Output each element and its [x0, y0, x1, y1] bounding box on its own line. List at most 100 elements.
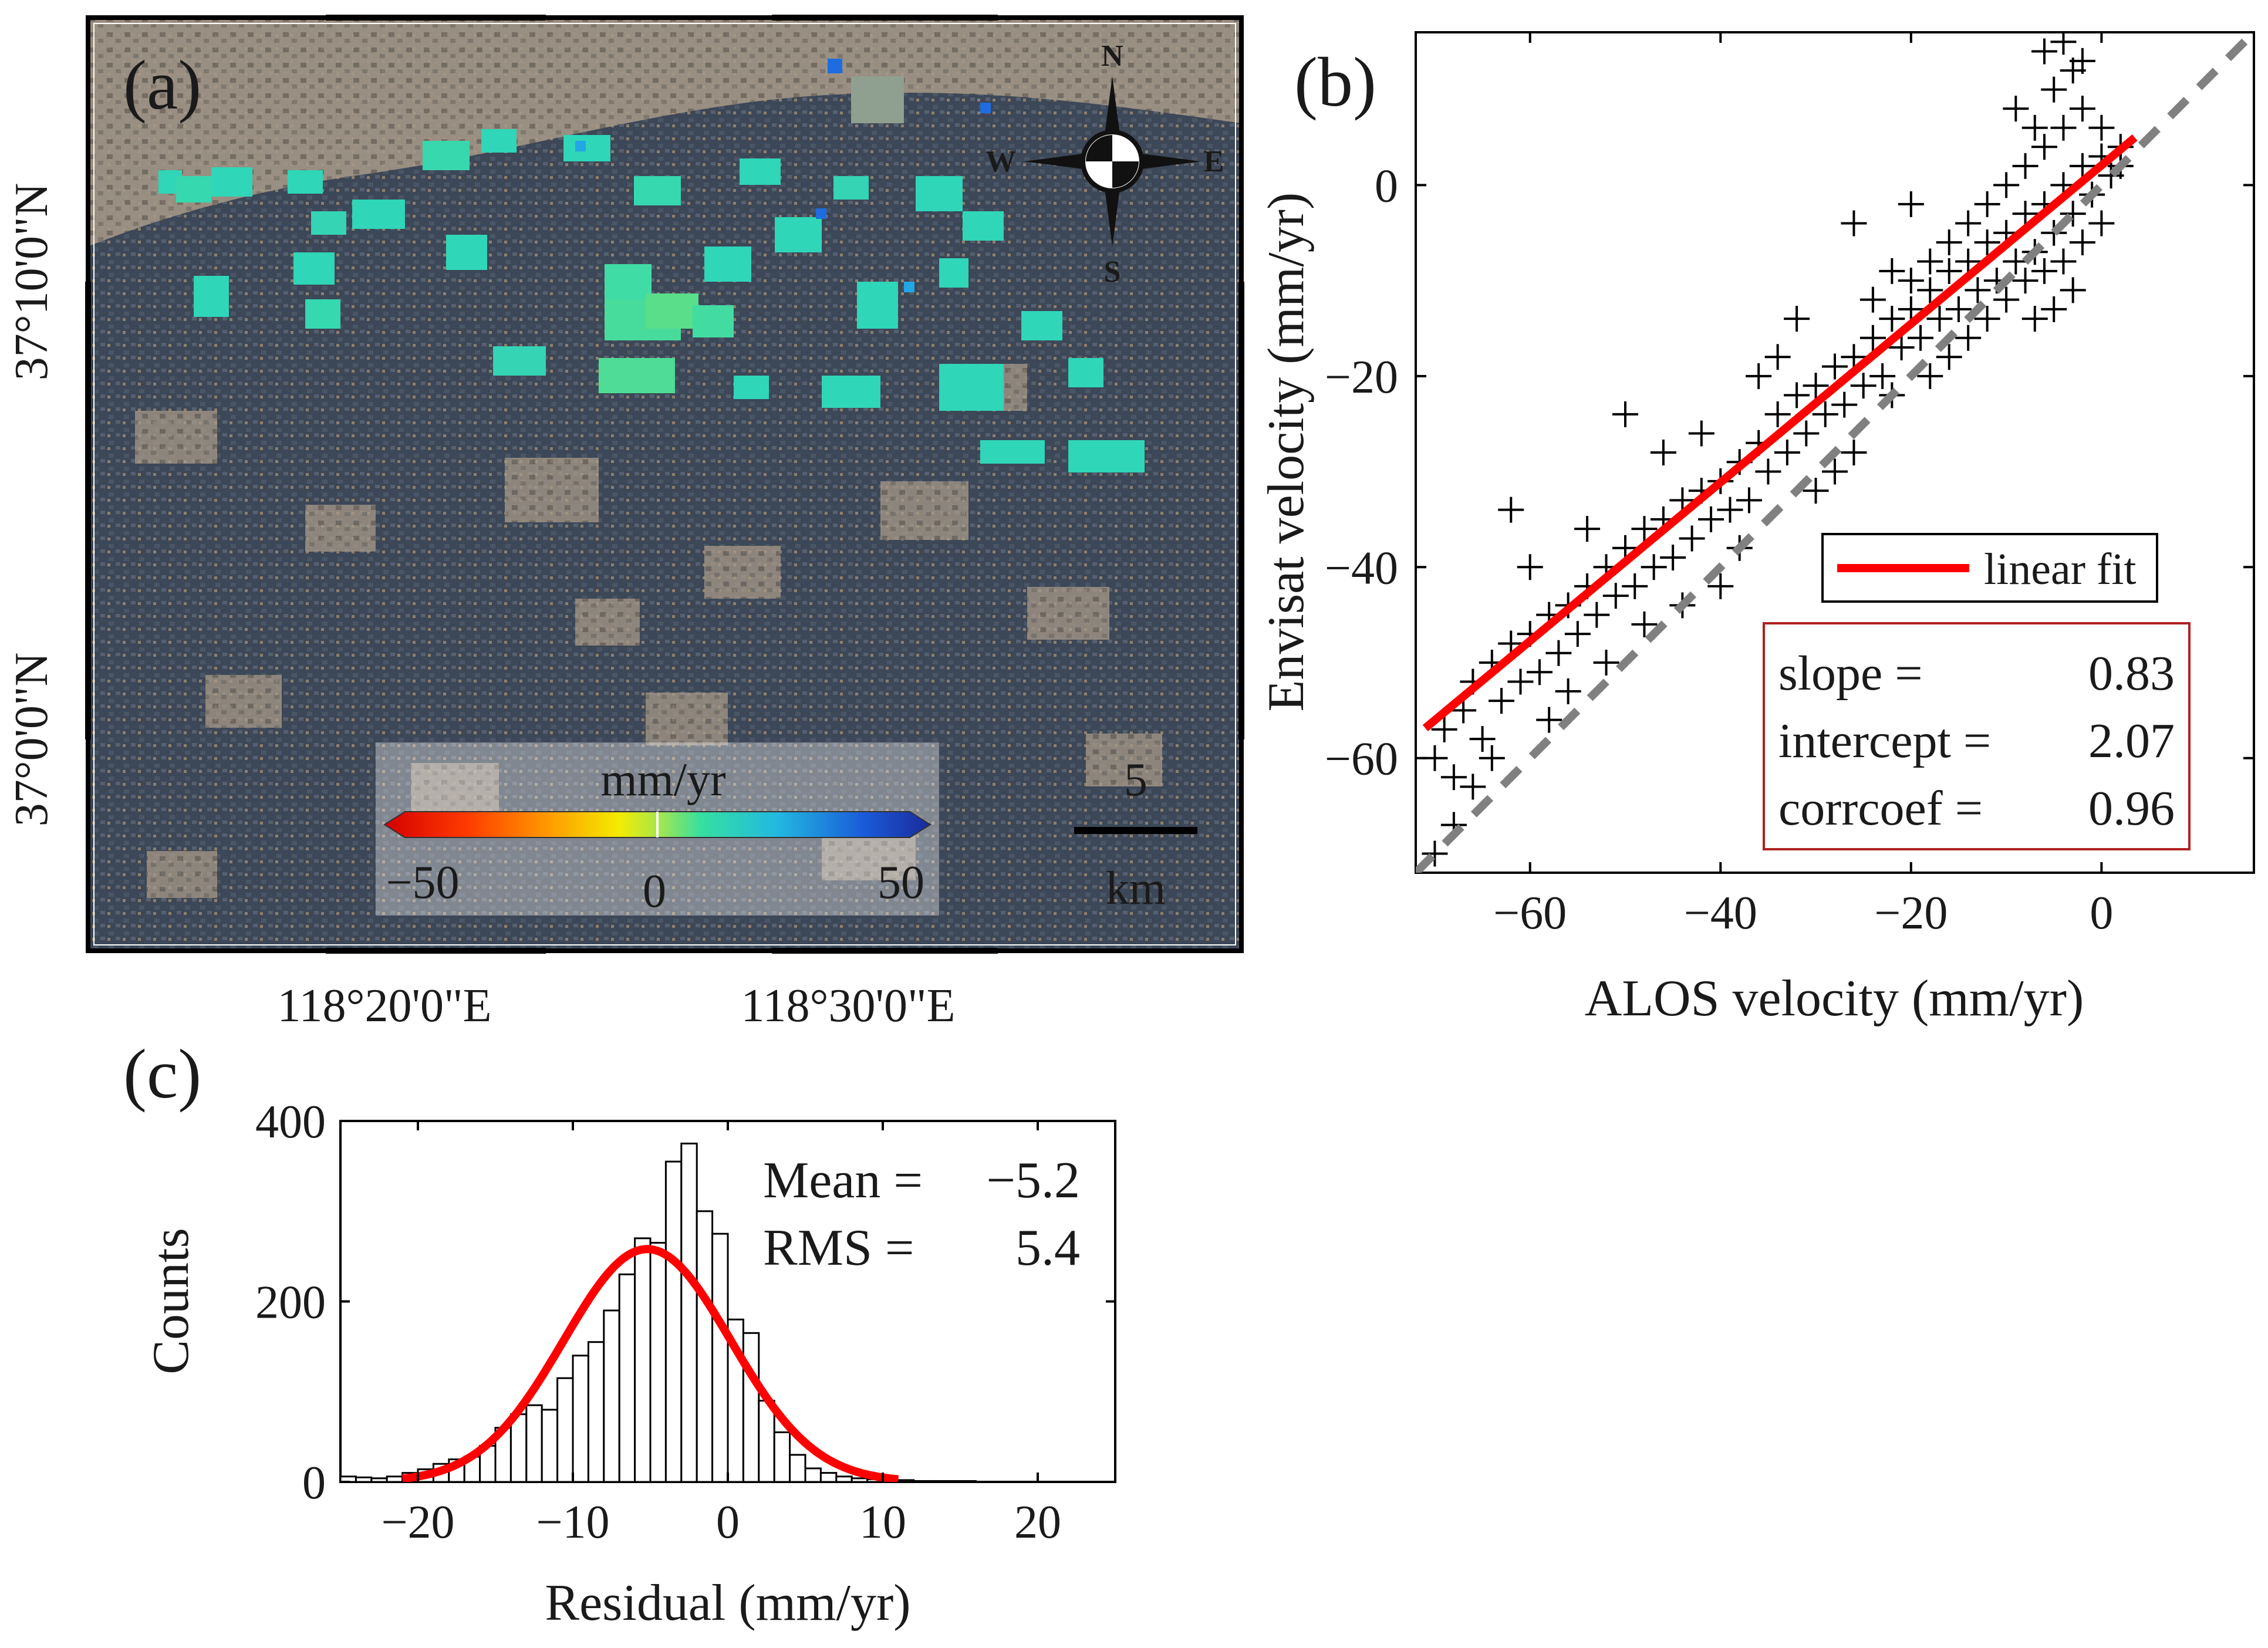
- lon-label-2: 118°30'0"E: [741, 980, 956, 1032]
- scatter-point: [1564, 621, 1591, 647]
- scatter-point: [2069, 229, 2095, 255]
- scatter-point: [1879, 306, 1905, 332]
- scatter-point: [1660, 545, 1686, 570]
- scatter-point: [1784, 382, 1810, 408]
- panel-b-ytick-label: 0: [1375, 160, 1398, 212]
- panel-b-ytick-label: −40: [1325, 542, 1398, 594]
- histogram-bar: [587, 1341, 605, 1482]
- scatter-point: [2069, 96, 2095, 122]
- scatter-point: [1974, 191, 2000, 217]
- histogram-bar: [851, 1477, 869, 1482]
- scatter-point: [2003, 96, 2029, 122]
- legend-fit-label: linear fit: [1984, 545, 2137, 594]
- lat-label-1: 37°10'0"N: [6, 183, 58, 381]
- scatter-point: [1936, 258, 1962, 284]
- scatter-point: [2003, 248, 2029, 275]
- panel-a-map: (a) N S W E mm/yr −50 0 50 5 km: [6, 15, 1244, 1032]
- panel-b-points: [1422, 32, 2134, 867]
- scatter-point: [2060, 277, 2086, 303]
- histogram-bar: [913, 1480, 930, 1482]
- linear-fit-line: [1422, 134, 2138, 732]
- panel-c-xtick-label: 10: [859, 1497, 906, 1548]
- histogram-bar: [835, 1475, 853, 1482]
- panel-b-scatter: −60 −40 −20 0 −60 −40 −20 0 (b) ALOS velocity (…: [1258, 31, 2255, 1027]
- histogram-bar: [819, 1472, 838, 1482]
- stats-box: [1763, 622, 2191, 850]
- panel-c-xtick-label: 0: [716, 1497, 740, 1548]
- compass-w: W: [986, 145, 1016, 178]
- panel-c-bars: [340, 1142, 977, 1482]
- histogram-bar: [664, 1160, 683, 1482]
- scatter-point: [2031, 258, 2057, 284]
- colorbar-unit: mm/yr: [600, 754, 725, 806]
- colorbar-max-label: 50: [878, 857, 924, 909]
- panel-b-xtick-label: −40: [1684, 887, 1757, 939]
- scatter-point: [1479, 745, 1505, 771]
- scatter-point: [1822, 458, 1848, 485]
- scatter-point: [1507, 668, 1534, 695]
- scatter-point: [1841, 210, 1867, 237]
- scatter-point: [1555, 678, 1581, 704]
- panel-b-xtick-label: −20: [1874, 887, 1948, 939]
- stat-corrcoef-name: corrcoef =: [1778, 781, 1983, 836]
- scalebar-value: 5: [1124, 754, 1148, 806]
- scatter-point: [1822, 353, 1848, 380]
- compass-s: S: [1104, 255, 1121, 289]
- scatter-point: [1469, 726, 1496, 752]
- scatter-point: [1764, 344, 1791, 370]
- panel-c-xtick-label: −10: [536, 1497, 609, 1548]
- panel-b-legend: linear fit: [1821, 533, 2158, 603]
- scatter-point: [1898, 268, 1924, 294]
- histogram-bar: [897, 1479, 915, 1482]
- panel-b-xlabel: ALOS velocity (mm/yr): [1585, 970, 2084, 1027]
- scatter-point: [1917, 363, 1943, 389]
- panel-a-label: (a): [123, 46, 201, 124]
- histogram-bar: [680, 1142, 698, 1482]
- panel-b-stats: slope = 0.83 intercept = 2.07 corrcoef =…: [1763, 622, 2191, 850]
- scatter-point: [1908, 325, 1934, 351]
- stat-intercept-value: 2.07: [2088, 714, 2175, 768]
- histogram-bar: [789, 1454, 806, 1482]
- scatter-point: [1631, 516, 1658, 542]
- scatter-point: [1584, 602, 1610, 628]
- scatter-point: [2050, 114, 2077, 141]
- histogram-bar: [804, 1467, 822, 1482]
- histogram-bar: [696, 1210, 714, 1482]
- colorbar-mid-label: 0: [643, 866, 666, 917]
- lat-label-2: 37°0'0"N: [6, 653, 58, 827]
- histogram-bar: [944, 1480, 961, 1482]
- scatter-point: [1460, 774, 1486, 800]
- scatter-point: [1841, 344, 1867, 370]
- scatter-point: [1917, 277, 1943, 303]
- scatter-point: [2041, 76, 2067, 103]
- scatter-point: [1898, 296, 1924, 322]
- panel-b-xtick-label: 0: [2090, 887, 2113, 939]
- histogram-bar: [556, 1377, 574, 1482]
- lon-label-1: 118°20'0"E: [278, 980, 492, 1032]
- scatter-point: [2069, 153, 2095, 179]
- scatter-point: [1850, 373, 1877, 399]
- scatter-point: [2021, 114, 2048, 141]
- panel-b-ticks: −60 −40 −20 0 −60 −40 −20 0: [1325, 32, 2254, 939]
- histogram-bar: [928, 1480, 946, 1482]
- scatter-point: [1593, 650, 1619, 676]
- scatter-point: [1945, 296, 1972, 322]
- stat-slope-name: slope =: [1778, 646, 1923, 701]
- panel-b-xtick-label: −60: [1493, 887, 1567, 939]
- scatter-point: [1422, 745, 1448, 771]
- histogram-bar: [618, 1273, 636, 1482]
- panel-c-ylabel: Counts: [143, 1228, 200, 1374]
- panel-c-xtick-label: 20: [1014, 1497, 1061, 1548]
- scatter-point: [1431, 716, 1457, 742]
- scatter-point: [1831, 391, 1858, 418]
- scatter-point: [1774, 440, 1800, 465]
- scatter-point: [2041, 296, 2067, 322]
- scatter-point: [2012, 268, 2039, 294]
- scatter-point: [1803, 373, 1829, 399]
- histogram-bar: [386, 1475, 404, 1482]
- scatter-point: [1974, 229, 2000, 255]
- scatter-point: [1736, 487, 1762, 514]
- map-graticule-ticks: [85, 15, 1244, 954]
